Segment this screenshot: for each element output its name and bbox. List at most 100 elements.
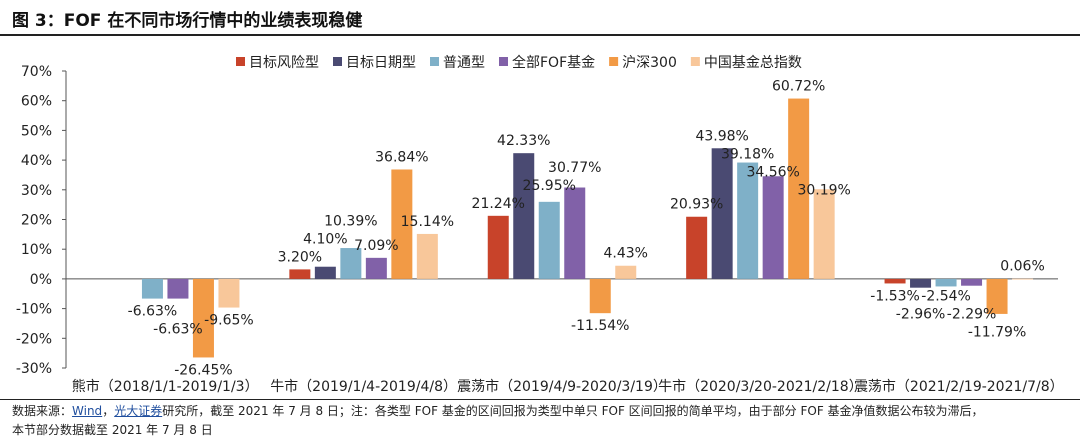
data-label: 60.72% — [772, 79, 825, 95]
data-label: -11.54% — [571, 318, 629, 334]
data-label: 4.10% — [303, 231, 347, 247]
bar — [986, 278, 1008, 314]
y-axis: -30% -20% -10% 0% 10% 20% 30% 40% 50% 60% 70% — [16, 64, 1058, 377]
data-label: -26.45% — [174, 362, 232, 378]
data-label: -6.63% — [153, 322, 203, 338]
data-label: 43.98% — [695, 128, 748, 144]
bar — [737, 162, 759, 279]
data-label: -2.54% — [921, 288, 971, 304]
bar-chart: 目标风险型 目标日期型 普通型 全部FOF基金 沪深300 中国基金总指数 -30% -20… — [16, 54, 1064, 395]
y-tick-label: 10% — [21, 242, 52, 258]
bar — [391, 169, 413, 279]
bar — [340, 248, 362, 279]
category-label: 震荡市（2021/2/19-2021/7/8） — [854, 378, 1064, 395]
data-label: 36.84% — [375, 149, 428, 165]
bar — [884, 278, 906, 284]
data-labels: -6.63% -6.63% -26.45% -9.65% 3.20% 4.10% 10.39… — [128, 79, 1045, 379]
bar — [289, 269, 311, 279]
x-axis-categories: 熊市（2018/1/1-2019/1/3） 牛市（2019/1/4-2019/4/… — [72, 378, 1064, 395]
bar — [218, 278, 240, 308]
legend-label: 中国基金总指数 — [704, 54, 802, 71]
bar — [513, 153, 535, 279]
bar — [416, 233, 438, 279]
legend-label: 全部FOF基金 — [512, 54, 595, 71]
y-tick-label: 70% — [21, 64, 52, 80]
data-label: -6.63% — [128, 304, 178, 320]
y-tick-label: 50% — [21, 123, 52, 139]
category-label: 牛市（2020/3/20-2021/2/18） — [658, 378, 863, 395]
bar — [1012, 278, 1034, 280]
y-tick-label: 40% — [21, 153, 52, 169]
bar — [711, 148, 733, 279]
bar — [589, 278, 611, 314]
data-label: -1.53% — [870, 288, 920, 304]
legend-swatch — [430, 57, 439, 66]
data-label: 20.93% — [670, 197, 723, 213]
data-label: 3.20% — [278, 249, 322, 265]
bar — [314, 266, 336, 279]
bar — [365, 257, 387, 279]
legend-label: 沪深300 — [622, 55, 677, 71]
title-divider — [0, 34, 1080, 36]
legend-swatch — [333, 57, 342, 66]
data-label: 42.33% — [497, 133, 550, 149]
bar — [487, 215, 509, 279]
data-label: 4.43% — [604, 246, 648, 262]
source-separator: ， — [102, 404, 115, 418]
legend-swatch — [609, 57, 619, 66]
legend-label: 普通型 — [443, 55, 485, 71]
chart-bars — [141, 98, 1034, 358]
legend-label: 目标风险型 — [249, 55, 319, 71]
category-label: 震荡市（2019/4/9-2020/3/19） — [457, 378, 667, 395]
source-note-line2: 本节部分数据截至 2021 年 7 月 8 日 — [12, 423, 213, 437]
bar — [961, 278, 983, 286]
figure-title: 图 3：FOF 在不同市场行情中的业绩表现稳健 — [12, 11, 363, 31]
y-tick-label: -20% — [16, 331, 52, 347]
data-label: 0.06% — [1000, 259, 1044, 275]
category-label: 熊市（2018/1/1-2019/1/3） — [72, 378, 259, 395]
data-label: -2.96% — [896, 306, 946, 322]
data-label: -9.65% — [204, 313, 254, 329]
data-label: 30.19% — [797, 182, 850, 198]
data-label: 34.56% — [746, 164, 799, 180]
data-label: 10.39% — [324, 213, 377, 229]
data-label: 30.77% — [548, 160, 601, 176]
source-rest: 研究所，截至 2021 年 7 月 8 日；注：各类型 FOF 基金的区间回报为… — [162, 404, 984, 418]
legend-swatch — [499, 57, 508, 66]
data-label: 39.18% — [721, 146, 774, 162]
source-note: 数据来源：Wind，光大证券研究所，截至 2021 年 7 月 8 日；注：各类… — [12, 402, 984, 419]
bar — [935, 278, 957, 287]
y-tick-label: -30% — [16, 361, 52, 377]
bar — [167, 278, 189, 299]
bar — [564, 187, 586, 279]
source-link-everbright[interactable]: 光大证券 — [114, 404, 163, 418]
data-label: -11.79% — [968, 324, 1026, 340]
bar — [813, 189, 835, 279]
bar — [192, 278, 214, 358]
legend-swatch — [690, 57, 700, 66]
bar — [910, 278, 932, 288]
y-tick-label: 60% — [21, 94, 52, 110]
y-tick-label: -10% — [16, 302, 52, 318]
chart-legend: 目标风险型 目标日期型 普通型 全部FOF基金 沪深300 中国基金总指数 — [236, 54, 802, 71]
source-link-wind[interactable]: Wind — [72, 404, 103, 418]
bar — [788, 98, 810, 279]
data-label: 15.14% — [401, 214, 454, 230]
legend-label: 目标日期型 — [346, 55, 416, 71]
bar — [762, 176, 784, 279]
y-tick-label: 20% — [21, 213, 52, 229]
bar — [538, 201, 560, 279]
category-label: 牛市（2019/1/4-2019/4/8） — [270, 378, 457, 395]
bar — [686, 216, 708, 279]
data-label: -2.29% — [947, 306, 997, 322]
footer-divider — [0, 399, 1080, 400]
bar — [615, 265, 637, 279]
data-label: 7.09% — [354, 238, 398, 254]
bar — [141, 278, 163, 299]
data-label: 25.95% — [523, 178, 576, 194]
y-tick-label: 30% — [21, 183, 52, 199]
y-tick-label: 0% — [30, 272, 52, 288]
data-label: 21.24% — [472, 196, 525, 212]
legend-swatch — [236, 57, 245, 66]
source-prefix: 数据来源： — [12, 404, 73, 418]
